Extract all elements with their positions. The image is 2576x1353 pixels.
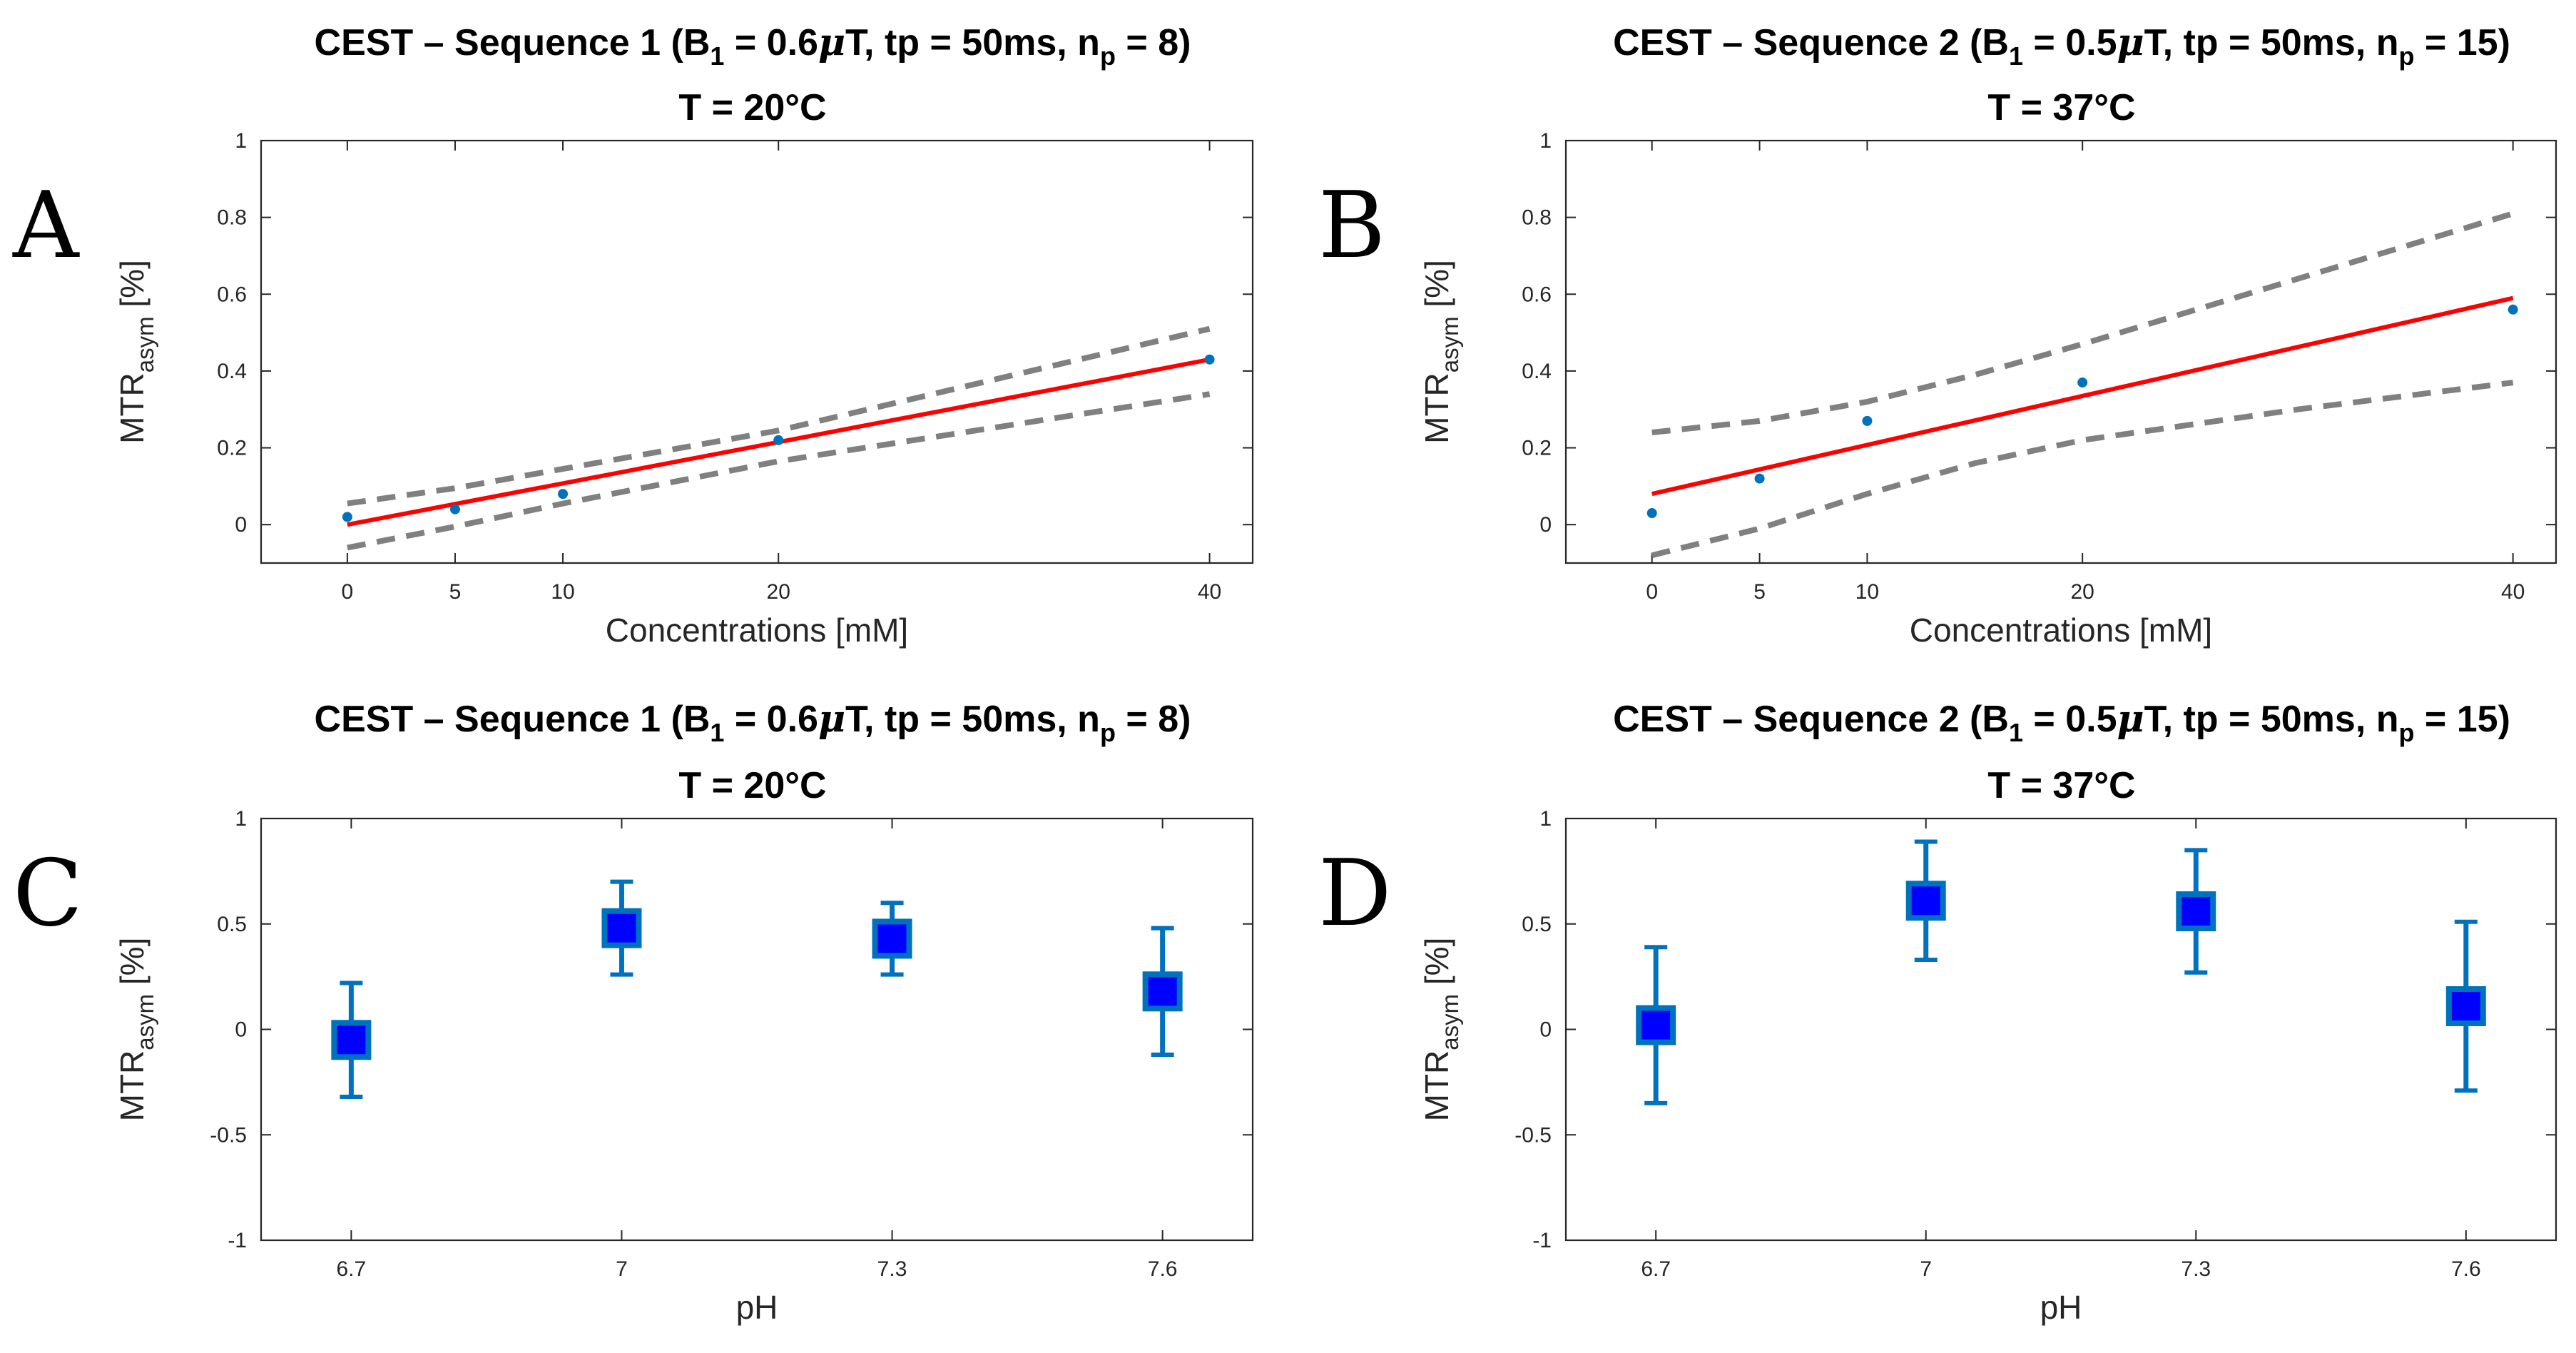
data-marker <box>1905 881 1946 921</box>
plot-area <box>1636 839 2486 1105</box>
y-tick-label: 0.2 <box>1522 437 1552 460</box>
data-marker <box>2445 985 2486 1026</box>
chart-title: CEST – Sequence 2 (B1 = 0.5μT, tp = 50ms… <box>1613 697 2510 747</box>
x-tick-label: 7.3 <box>2181 1257 2211 1281</box>
x-tick-label: 20 <box>2070 580 2094 604</box>
y-tick-label: 1 <box>235 807 247 831</box>
x-tick-label: 7.6 <box>2451 1257 2481 1281</box>
x-tick-label: 10 <box>551 580 574 604</box>
x-tick-label: 20 <box>767 580 790 604</box>
axes-box <box>1564 817 2557 1242</box>
x-tick-label: 7.3 <box>877 1257 907 1281</box>
ci-lower-line <box>347 391 1211 551</box>
chart-title: CEST – Sequence 1 (B1 = 0.6μT, tp = 50ms… <box>315 697 1191 747</box>
chart-panel-b: B CEST – Sequence 2 (B1 = 0.5μT, tp = 50m… <box>1318 21 2557 649</box>
x-tick-label: 10 <box>1855 580 1879 604</box>
data-point <box>558 489 569 500</box>
panel-letter: D <box>1318 841 1392 947</box>
chart-title: CEST – Sequence 2 (B1 = 0.5μT, tp = 50ms… <box>1613 21 2510 71</box>
data-marker <box>1142 971 1183 1012</box>
x-tick-label: 7 <box>1920 1257 1932 1281</box>
panel-letter: A <box>12 173 80 279</box>
y-tick-label: -0.5 <box>210 1123 247 1147</box>
ci-lower-line <box>1651 380 2514 559</box>
data-point <box>773 435 784 445</box>
chart-subtitle: T = 37°C <box>1987 87 2135 128</box>
x-tick-label: 40 <box>2501 580 2525 604</box>
plot-area <box>342 325 1215 551</box>
y-axis-label: MTRasym [%] <box>1418 260 1463 444</box>
plot-area <box>1646 211 2518 559</box>
y-tick-label: 0.2 <box>217 437 247 460</box>
x-axis-label: Concentrations [mM] <box>606 612 908 649</box>
x-tick-label: 5 <box>1753 580 1766 604</box>
data-point <box>2508 304 2518 315</box>
y-tick-label: 0 <box>235 1018 247 1042</box>
axes-box <box>260 139 1254 564</box>
data-marker <box>1636 1005 1676 1045</box>
y-axis-label: MTRasym [%] <box>1418 938 1463 1122</box>
y-tick-label: 0.8 <box>217 206 247 230</box>
x-tick-label: 7.6 <box>1148 1257 1178 1281</box>
chart-subtitle: T = 20°C <box>678 765 826 806</box>
chart-panel-a: A CEST – Sequence 1 (B1 = 0.6μT, tp = 50m… <box>12 21 1254 649</box>
data-point <box>1646 508 1657 519</box>
x-tick-label: 0 <box>1646 580 1658 604</box>
x-tick-label: 40 <box>1198 580 1221 604</box>
axes-box <box>260 817 1254 1242</box>
chart-subtitle: T = 20°C <box>678 87 826 128</box>
y-tick-label: 0.5 <box>217 913 247 936</box>
chart-title: CEST – Sequence 1 (B1 = 0.6μT, tp = 50ms… <box>315 21 1191 71</box>
y-tick-label: -1 <box>1532 1229 1552 1252</box>
panel-letter: B <box>1318 173 1385 279</box>
y-tick-label: -1 <box>228 1229 247 1252</box>
data-point <box>1862 415 1873 426</box>
ci-upper-line <box>347 325 1211 507</box>
x-tick-label: 6.7 <box>1641 1257 1671 1281</box>
y-tick-label: 0 <box>1539 1018 1552 1042</box>
data-marker <box>331 1020 372 1060</box>
y-tick-label: 0 <box>1539 513 1552 537</box>
x-tick-label: 5 <box>449 580 462 604</box>
panel-letter: C <box>13 841 83 947</box>
y-tick-label: 0.4 <box>1522 360 1552 383</box>
data-point <box>1754 473 1765 484</box>
x-tick-label: 7 <box>616 1257 628 1281</box>
x-tick-label: 6.7 <box>337 1257 367 1281</box>
data-point <box>449 504 460 515</box>
y-tick-label: 0.8 <box>1522 206 1552 230</box>
y-tick-label: 0.6 <box>1522 283 1552 306</box>
y-tick-label: 1 <box>1539 129 1552 153</box>
y-axis-label: MTRasym [%] <box>113 938 158 1122</box>
y-tick-label: 0.6 <box>217 283 247 306</box>
x-axis-label: pH <box>736 1289 778 1326</box>
x-axis-label: Concentrations [mM] <box>1910 612 2212 649</box>
x-axis-label: pH <box>2040 1289 2082 1326</box>
chart-panel-c: C CEST – Sequence 1 (B1 = 0.6μT, tp = 50m… <box>13 697 1254 1326</box>
y-axis-label: MTRasym [%] <box>113 260 158 444</box>
data-marker <box>872 918 912 959</box>
y-tick-label: 1 <box>1539 807 1552 831</box>
chart-panel-d: D CEST – Sequence 2 (B1 = 0.5μT, tp = 50m… <box>1318 697 2557 1326</box>
y-tick-label: 0.4 <box>217 360 247 383</box>
chart-subtitle: T = 37°C <box>1987 765 2135 806</box>
y-tick-label: 1 <box>235 129 247 153</box>
plot-area <box>331 879 1183 1100</box>
data-point <box>1204 354 1215 365</box>
data-point <box>2077 377 2088 388</box>
y-tick-label: -0.5 <box>1514 1123 1552 1147</box>
data-marker <box>601 908 642 948</box>
y-tick-label: 0.5 <box>1522 913 1552 936</box>
x-tick-label: 0 <box>342 580 354 604</box>
data-point <box>342 512 352 522</box>
y-tick-label: 0 <box>235 513 247 537</box>
data-marker <box>2176 891 2216 932</box>
ci-upper-line <box>1651 211 2514 435</box>
fit-line <box>1651 295 2514 497</box>
axes-box <box>1564 139 2557 564</box>
